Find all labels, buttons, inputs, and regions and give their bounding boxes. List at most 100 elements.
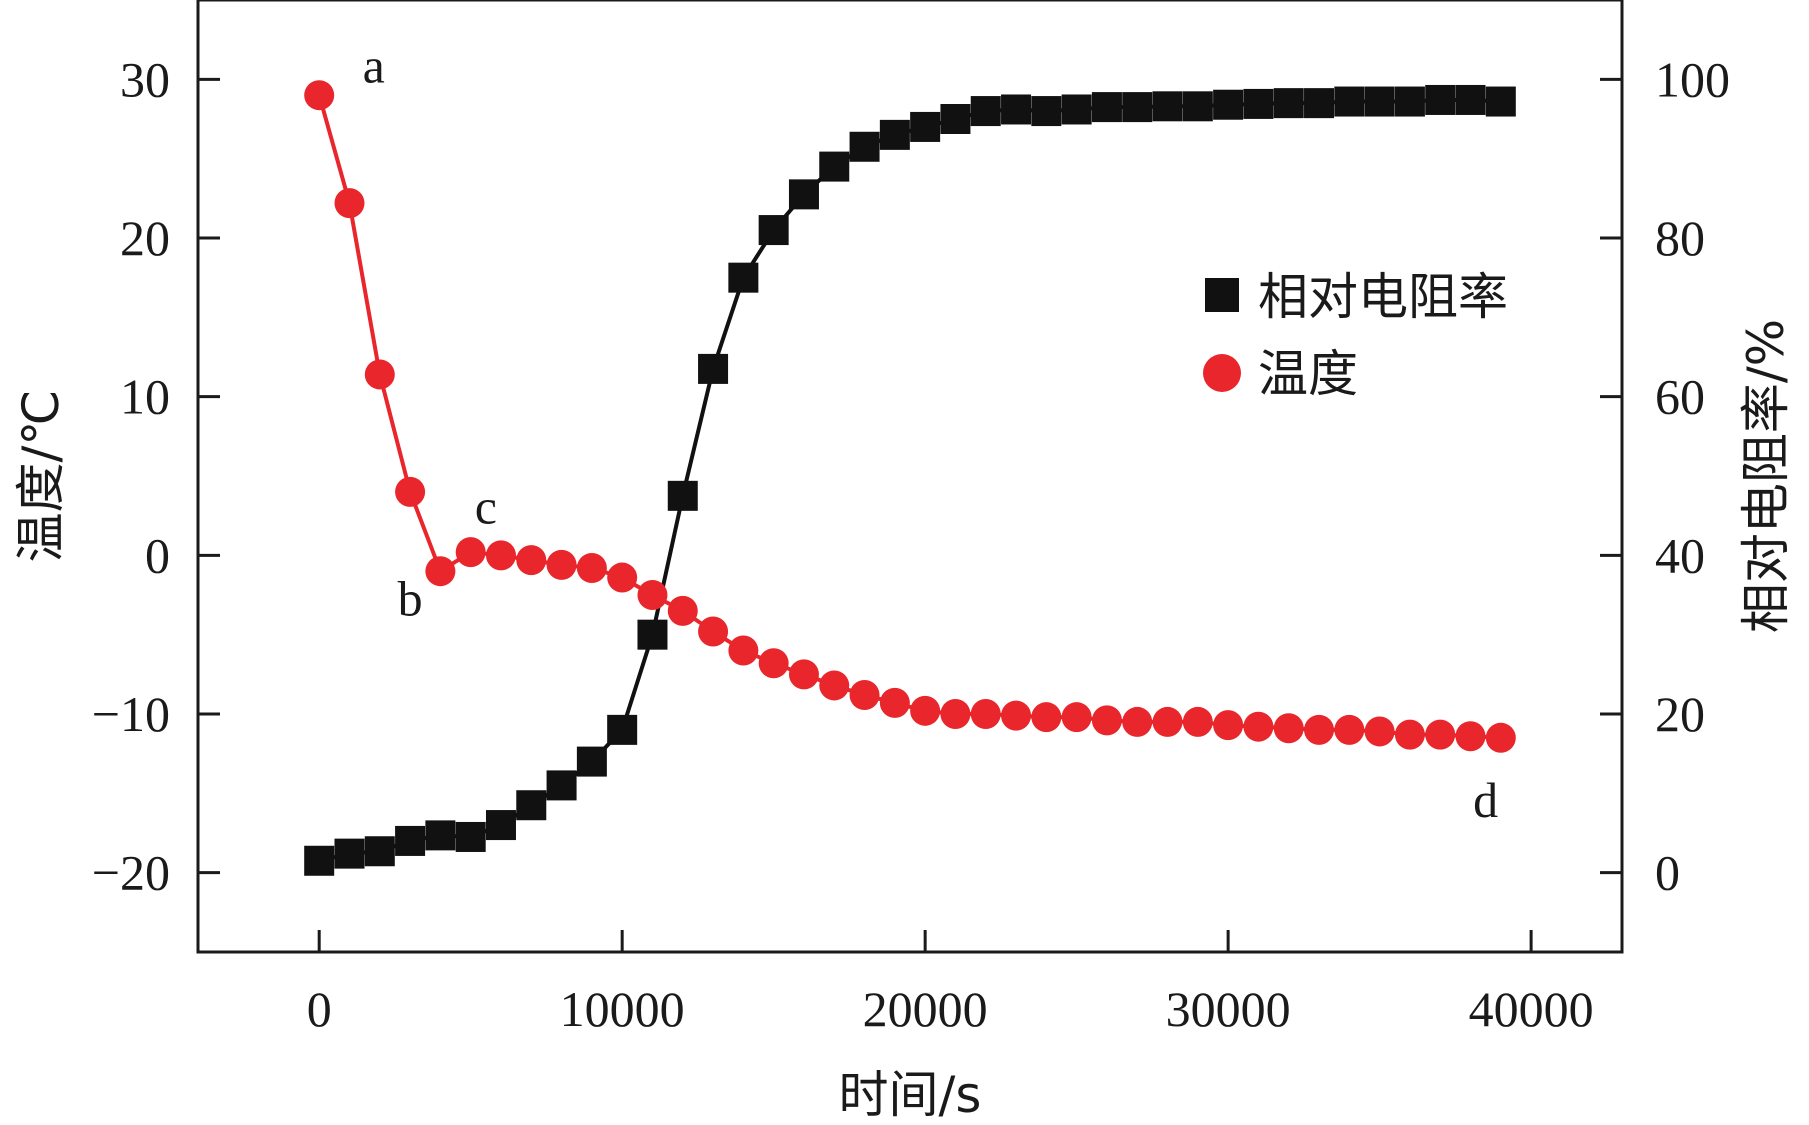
left-y-tick-label: 30: [120, 51, 170, 107]
resistivity-point: [788, 179, 819, 210]
resistivity-point: [667, 480, 698, 511]
x-axis-title: 时间/s: [839, 1066, 982, 1124]
resistivity-line: [318, 97, 1501, 863]
resistivity-point: [1182, 91, 1213, 122]
temperature-point: [1152, 706, 1183, 737]
resistivity-point: [395, 825, 426, 856]
right-y-tick-label: 20: [1655, 686, 1705, 742]
temperature-point: [607, 562, 638, 593]
resistivity-point: [1334, 86, 1365, 117]
resistivity-point: [758, 215, 789, 246]
resistivity-point: [1394, 86, 1425, 117]
temperature-point: [940, 699, 971, 729]
temperature-point: [637, 580, 668, 610]
resistivity-point: [728, 262, 759, 293]
resistivity-point: [1425, 84, 1456, 115]
left-y-tick-label: 10: [120, 369, 170, 425]
legend-square-marker: [1205, 278, 1239, 312]
temperature-point: [1213, 710, 1244, 741]
resistivity-point: [576, 746, 607, 777]
temperature-point: [1394, 719, 1425, 750]
resistivity-point: [1213, 89, 1244, 120]
point-annotation-a: a: [363, 38, 385, 94]
resistivity-point: [819, 151, 850, 182]
x-tick-label: 10000: [560, 981, 685, 1037]
resistivity-point: [1091, 92, 1122, 123]
x-tick-label: 0: [307, 981, 332, 1037]
resistivity-point: [1273, 88, 1304, 119]
temperature-point: [364, 359, 395, 390]
temperature-point: [1091, 705, 1122, 736]
temperature-point: [1061, 702, 1092, 733]
resistivity-point: [1455, 84, 1486, 115]
temperature-point: [758, 648, 789, 679]
legend-circle-marker: [1203, 354, 1241, 392]
temperature-point: [334, 188, 365, 219]
temperature-point: [1031, 702, 1062, 733]
plot-frame: [196, 0, 1624, 954]
resistivity-point: [1031, 96, 1062, 127]
temperature-point: [1364, 716, 1395, 747]
temperature-point: [576, 553, 607, 584]
temperature-point: [1485, 722, 1516, 753]
annotation-layer: a bc d: [363, 38, 1499, 829]
temperature-point: [304, 80, 335, 111]
resistivity-point: [1243, 88, 1274, 119]
temperature-point: [1182, 706, 1213, 737]
point-annotation-c: c: [475, 479, 497, 535]
x-tick-label: 40000: [1469, 981, 1594, 1037]
resistivity-point: [425, 820, 456, 851]
right-y-tick-label: 60: [1655, 369, 1705, 425]
point-annotation-b: b: [398, 571, 423, 627]
temperature-point: [1001, 700, 1032, 731]
temperature-point: [546, 549, 577, 580]
temperature-point: [879, 687, 910, 718]
left-y-tick-label: 20: [120, 210, 170, 266]
resistivity-point: [879, 119, 910, 150]
resistivity-point: [940, 104, 971, 134]
temperature-point: [910, 695, 941, 726]
temperature-point: [1243, 711, 1274, 742]
temperature-point: [516, 545, 547, 576]
temperature-point: [819, 670, 850, 701]
resistivity-point: [1364, 86, 1395, 117]
legend-label-temperature: 温度: [1258, 345, 1358, 403]
temperature-point: [485, 540, 516, 571]
x-tick-label: 20000: [863, 981, 988, 1037]
series-layer: [304, 80, 1516, 876]
temperature-point: [667, 595, 698, 626]
resistivity-point: [637, 619, 668, 650]
x-tick-label: 30000: [1166, 981, 1291, 1037]
temperature-point: [1425, 719, 1456, 750]
resistivity-point: [516, 790, 547, 821]
temperature-point: [1304, 714, 1335, 745]
ticks-layer: 0 10000 20000 30000 40000 −20 −10 0 10 20 30 0 20 40 6…: [92, 51, 1730, 1037]
right-y-axis-title: 相对电阻率/%: [1737, 319, 1795, 633]
left-y-tick-label: 0: [145, 527, 170, 583]
resistivity-point: [304, 845, 335, 876]
resistivity-point: [910, 111, 941, 142]
temperature-point: [1334, 714, 1365, 745]
temperature-point: [395, 476, 426, 507]
resistivity-point: [970, 96, 1001, 127]
left-y-axis-title: 温度/℃: [12, 390, 70, 563]
left-y-tick-label: −20: [92, 845, 170, 901]
legend: 相对电阻率 温度: [1203, 268, 1508, 403]
temperature-point: [1455, 721, 1486, 752]
resistivity-point: [546, 770, 577, 801]
resistivity-point: [1061, 94, 1092, 125]
temperature-point: [698, 616, 729, 647]
right-y-tick-label: 80: [1655, 210, 1705, 266]
resistivity-point: [1122, 92, 1153, 123]
temperature-line: [317, 94, 1501, 740]
temperature-point: [788, 659, 819, 690]
temperature-point: [728, 635, 759, 666]
temperature-point: [970, 699, 1001, 729]
resistivity-point: [607, 714, 638, 745]
temperature-point: [455, 537, 486, 568]
legend-label-resistivity: 相对电阻率: [1258, 268, 1508, 326]
temperature-point: [849, 679, 880, 710]
resistivity-point: [1304, 88, 1335, 119]
temperature-point: [1273, 713, 1304, 744]
